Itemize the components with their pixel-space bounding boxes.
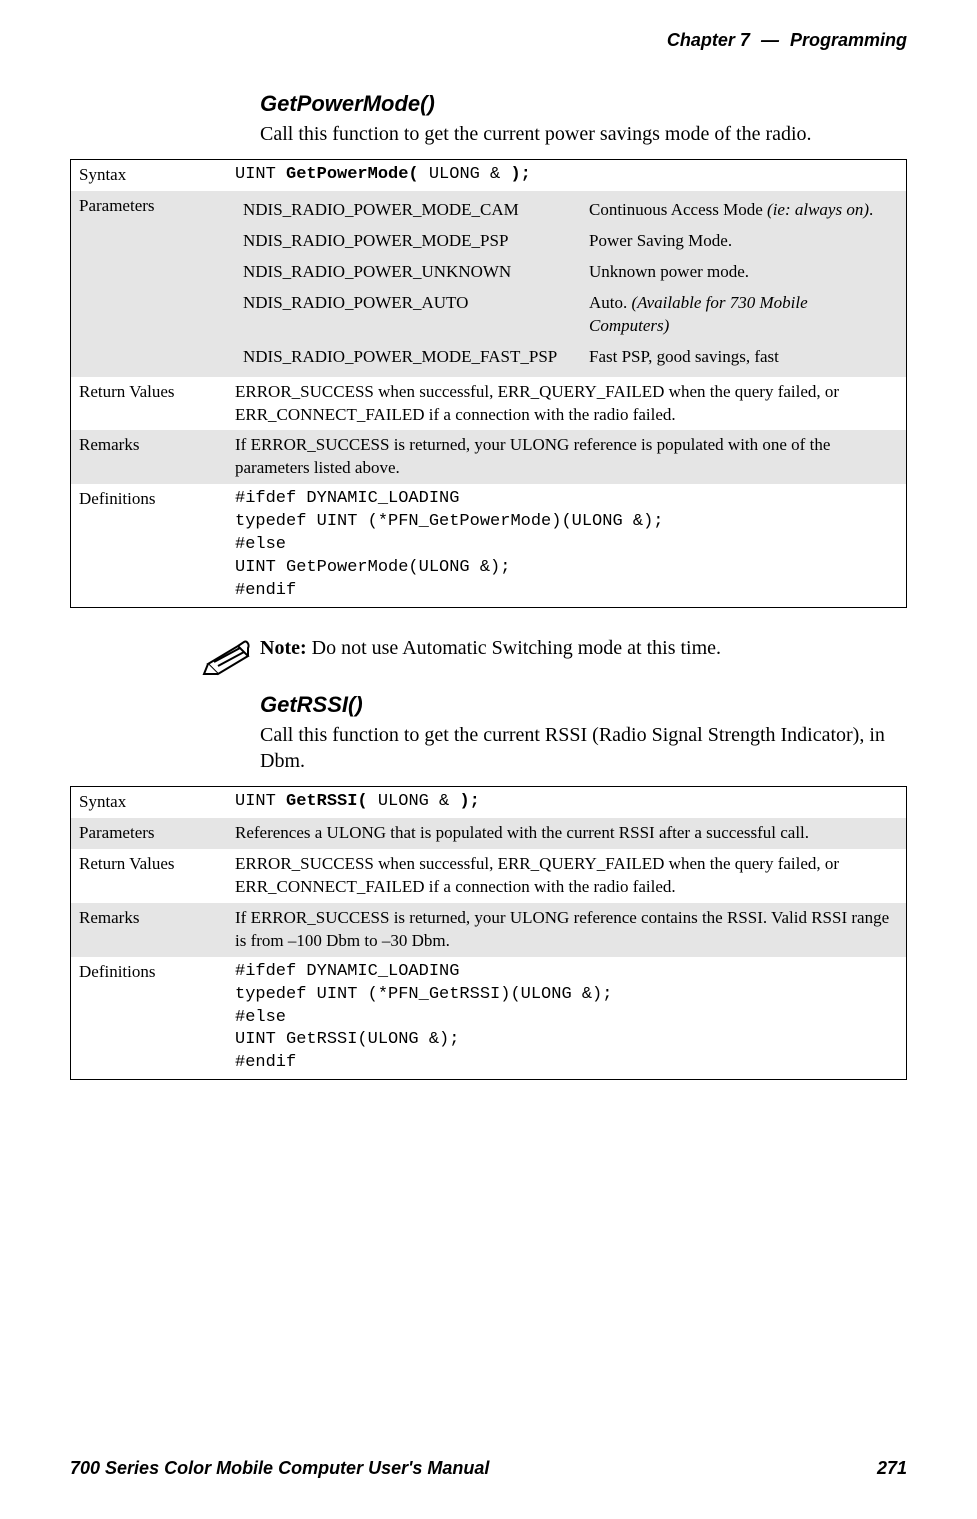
param-row: NDIS_RADIO_POWER_UNKNOWNUnknown power mo… bbox=[235, 257, 898, 288]
syntax-label: Syntax bbox=[71, 160, 228, 191]
table-row: Definitions #ifdef DYNAMIC_LOADING typed… bbox=[71, 957, 907, 1080]
syntax-value: UINT GetRSSI( ULONG & ); bbox=[227, 787, 907, 818]
note-bold: Note: bbox=[260, 637, 307, 659]
footer-left: 700 Series Color Mobile Computer User's … bbox=[70, 1458, 489, 1479]
note-body: Do not use Automatic Switching mode at t… bbox=[307, 637, 721, 659]
syntax-bold1: GetPowerMode( bbox=[286, 165, 419, 184]
getrssi-section-header: GetRSSI() Call this function to get the … bbox=[260, 692, 907, 774]
remarks-text: If ERROR_SUCCESS is returned, your ULONG… bbox=[227, 903, 907, 957]
syntax-bold1: GetRSSI( bbox=[286, 792, 368, 811]
param-desc: Power Saving Mode. bbox=[581, 226, 898, 257]
note-icon bbox=[200, 634, 260, 684]
syntax-mid: ULONG & bbox=[368, 792, 460, 811]
return-text: ERROR_SUCCESS when successful, ERR_QUERY… bbox=[227, 849, 907, 903]
getpowermode-intro: Call this function to get the current po… bbox=[260, 121, 907, 147]
table-row: Remarks If ERROR_SUCCESS is returned, yo… bbox=[71, 430, 907, 484]
return-text: ERROR_SUCCESS when successful, ERR_QUERY… bbox=[227, 377, 907, 431]
remarks-text: If ERROR_SUCCESS is returned, your ULONG… bbox=[227, 430, 907, 484]
syntax-pre: UINT bbox=[235, 792, 286, 811]
section-name: Programming bbox=[790, 30, 907, 50]
getrssi-intro: Call this function to get the current RS… bbox=[260, 722, 907, 774]
getpowermode-table: Syntax UINT GetPowerMode( ULONG & ); Par… bbox=[70, 159, 907, 608]
parameters-inner-table: NDIS_RADIO_POWER_MODE_CAMContinuous Acce… bbox=[235, 195, 898, 373]
syntax-value: UINT GetPowerMode( ULONG & ); bbox=[227, 160, 907, 191]
parameters-label: Parameters bbox=[71, 191, 228, 377]
page: Chapter 7 — Programming GetPowerMode() C… bbox=[0, 0, 977, 1519]
table-row: Remarks If ERROR_SUCCESS is returned, yo… bbox=[71, 903, 907, 957]
syntax-label: Syntax bbox=[71, 787, 228, 818]
param-name: NDIS_RADIO_POWER_UNKNOWN bbox=[235, 257, 581, 288]
table-row: Definitions #ifdef DYNAMIC_LOADING typed… bbox=[71, 484, 907, 607]
note-text: Note: Do not use Automatic Switching mod… bbox=[260, 634, 907, 662]
syntax-pre: UINT bbox=[235, 165, 286, 184]
param-desc: Unknown power mode. bbox=[581, 257, 898, 288]
param-name: NDIS_RADIO_POWER_MODE_FAST_PSP bbox=[235, 342, 581, 373]
param-row: NDIS_RADIO_POWER_MODE_FAST_PSPFast PSP, … bbox=[235, 342, 898, 373]
parameters-text: References a ULONG that is populated wit… bbox=[227, 818, 907, 849]
param-name: NDIS_RADIO_POWER_MODE_CAM bbox=[235, 195, 581, 226]
syntax-bold2: ); bbox=[459, 792, 479, 811]
parameters-label: Parameters bbox=[71, 818, 228, 849]
param-desc: Auto. (Available for 730 Mobile Computer… bbox=[581, 288, 898, 342]
param-desc: Fast PSP, good savings, fast bbox=[581, 342, 898, 373]
table-row: Parameters NDIS_RADIO_POWER_MODE_CAMCont… bbox=[71, 191, 907, 377]
table-row: Return Values ERROR_SUCCESS when success… bbox=[71, 849, 907, 903]
footer-page-number: 271 bbox=[877, 1458, 907, 1479]
definitions-code: #ifdef DYNAMIC_LOADING typedef UINT (*PF… bbox=[227, 957, 907, 1080]
param-row: NDIS_RADIO_POWER_AUTOAuto. (Available fo… bbox=[235, 288, 898, 342]
table-row: Parameters References a ULONG that is po… bbox=[71, 818, 907, 849]
getpowermode-section-header: GetPowerMode() Call this function to get… bbox=[260, 91, 907, 147]
chapter-number: 7 bbox=[740, 30, 750, 50]
table-row: Syntax UINT GetPowerMode( ULONG & ); bbox=[71, 160, 907, 191]
table-row: Syntax UINT GetRSSI( ULONG & ); bbox=[71, 787, 907, 818]
chapter-label: Chapter bbox=[667, 30, 735, 50]
footer: 700 Series Color Mobile Computer User's … bbox=[70, 1458, 907, 1479]
param-name: NDIS_RADIO_POWER_MODE_PSP bbox=[235, 226, 581, 257]
definitions-label: Definitions bbox=[71, 957, 228, 1080]
param-row: NDIS_RADIO_POWER_MODE_PSPPower Saving Mo… bbox=[235, 226, 898, 257]
param-name: NDIS_RADIO_POWER_AUTO bbox=[235, 288, 581, 342]
definitions-label: Definitions bbox=[71, 484, 228, 607]
remarks-label: Remarks bbox=[71, 430, 228, 484]
syntax-bold2: ); bbox=[510, 165, 530, 184]
param-desc: Continuous Access Mode (ie: always on). bbox=[581, 195, 898, 226]
return-label: Return Values bbox=[71, 377, 228, 431]
table-row: Return Values ERROR_SUCCESS when success… bbox=[71, 377, 907, 431]
syntax-mid: ULONG & bbox=[419, 165, 511, 184]
getrssi-table: Syntax UINT GetRSSI( ULONG & ); Paramete… bbox=[70, 786, 907, 1080]
return-label: Return Values bbox=[71, 849, 228, 903]
getrssi-heading: GetRSSI() bbox=[260, 692, 907, 718]
getpowermode-heading: GetPowerMode() bbox=[260, 91, 907, 117]
param-row: NDIS_RADIO_POWER_MODE_CAMContinuous Acce… bbox=[235, 195, 898, 226]
note-row: Note: Do not use Automatic Switching mod… bbox=[70, 634, 907, 684]
definitions-code: #ifdef DYNAMIC_LOADING typedef UINT (*PF… bbox=[227, 484, 907, 607]
running-header: Chapter 7 — Programming bbox=[70, 30, 907, 51]
remarks-label: Remarks bbox=[71, 903, 228, 957]
header-dash: — bbox=[761, 30, 779, 50]
parameters-cell: NDIS_RADIO_POWER_MODE_CAMContinuous Acce… bbox=[227, 191, 907, 377]
